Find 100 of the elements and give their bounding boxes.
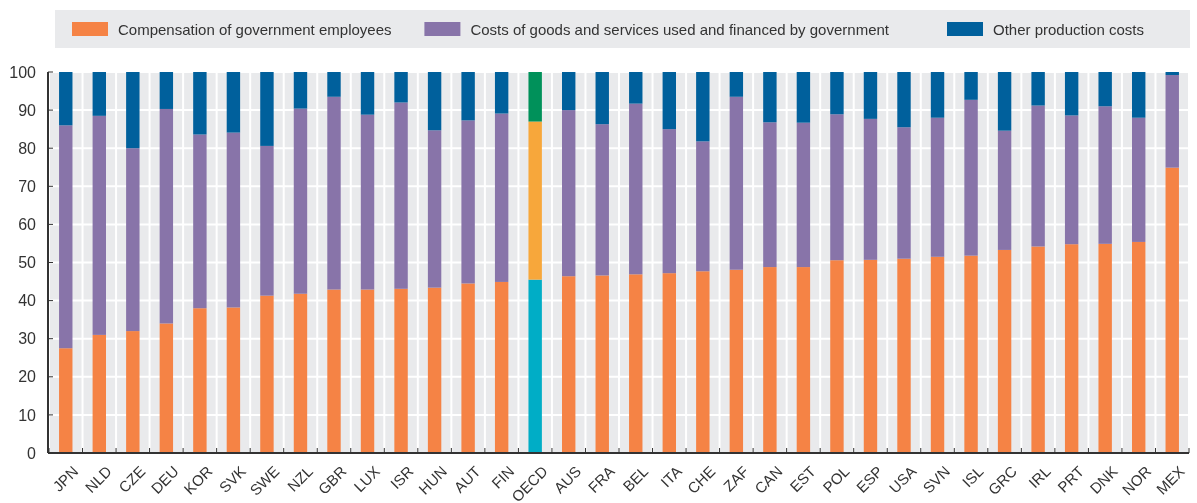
bar <box>662 273 676 453</box>
bar <box>193 134 207 309</box>
x-tick-label: ITA <box>657 462 685 491</box>
bar <box>327 96 341 290</box>
bar <box>1132 117 1146 242</box>
legend-label: Compensation of government employees <box>118 21 392 38</box>
bar <box>863 118 878 260</box>
bar <box>126 72 140 149</box>
bar <box>1064 115 1079 245</box>
bar <box>1165 75 1179 168</box>
bar <box>662 129 676 274</box>
bar <box>1031 246 1045 453</box>
bar <box>930 117 945 257</box>
bar <box>494 113 509 282</box>
bar <box>796 267 811 453</box>
bar <box>763 267 777 453</box>
bar <box>226 132 241 308</box>
bar <box>729 72 744 97</box>
y-tick-label: 10 <box>18 406 37 424</box>
bar <box>226 72 241 133</box>
bar <box>629 274 643 453</box>
bar <box>629 103 643 275</box>
bar <box>360 289 375 453</box>
y-tick-label: 50 <box>18 254 37 272</box>
bar <box>427 130 442 288</box>
bar <box>830 72 844 115</box>
bar <box>696 72 710 142</box>
bar <box>293 108 308 294</box>
bar <box>997 130 1012 250</box>
bar <box>562 276 576 453</box>
bar <box>964 255 978 453</box>
bar <box>595 124 609 276</box>
bar <box>159 108 174 324</box>
bar <box>696 271 710 453</box>
x-tick-label: NZL <box>283 462 317 495</box>
bar <box>394 288 408 453</box>
bar <box>796 122 811 268</box>
bar <box>763 122 777 268</box>
bar <box>394 102 408 289</box>
bar <box>327 289 341 453</box>
bar <box>427 287 442 453</box>
bar <box>1031 72 1045 106</box>
bar <box>763 72 777 123</box>
y-tick-label: 20 <box>18 368 37 386</box>
bar <box>59 348 73 453</box>
bar <box>562 110 576 277</box>
bar <box>830 114 844 261</box>
bar <box>1064 244 1079 453</box>
bar <box>930 72 945 118</box>
bar <box>193 308 207 453</box>
bar <box>92 115 106 335</box>
x-tick-label: ISR <box>386 462 417 493</box>
bar <box>964 99 978 256</box>
bar <box>863 72 878 119</box>
y-tick-label: 70 <box>18 177 37 195</box>
bar <box>528 121 542 280</box>
bar <box>964 72 978 100</box>
bar <box>92 72 106 116</box>
bar <box>796 72 811 123</box>
bar <box>327 72 341 97</box>
bar <box>595 72 609 125</box>
bar <box>260 295 274 453</box>
bar <box>897 127 911 259</box>
bar <box>461 120 475 284</box>
y-tick-label: 100 <box>9 63 37 81</box>
bar <box>59 72 73 126</box>
bar <box>1098 243 1112 453</box>
bar <box>1132 72 1146 118</box>
bar <box>696 141 710 272</box>
bar <box>897 258 911 453</box>
y-tick-label: 80 <box>18 139 37 157</box>
bar <box>293 72 308 109</box>
bar <box>629 72 643 104</box>
bar <box>729 96 744 270</box>
bar <box>494 281 509 453</box>
bar <box>1132 241 1146 453</box>
bar <box>1064 72 1079 116</box>
x-tick-label: IRL <box>1025 462 1054 492</box>
x-tick-label: FRA <box>584 462 618 496</box>
legend-label: Costs of goods and services used and financed by government <box>470 21 890 38</box>
bar <box>997 72 1012 131</box>
bar <box>159 323 174 453</box>
bar <box>427 72 442 131</box>
bar <box>360 114 375 290</box>
x-tick-label: POL <box>819 462 853 496</box>
bar <box>863 259 878 453</box>
y-tick-label: 30 <box>18 330 37 348</box>
bar <box>360 72 375 115</box>
bar <box>830 260 844 453</box>
x-tick-label: USA <box>885 462 920 497</box>
bar <box>193 72 207 135</box>
bar <box>92 334 106 453</box>
y-tick-label: 90 <box>18 101 37 119</box>
bar <box>461 283 475 453</box>
bar <box>394 72 408 103</box>
bar <box>997 249 1012 453</box>
bar <box>226 307 241 453</box>
bar <box>562 72 576 111</box>
y-tick-label: 0 <box>27 444 37 462</box>
bar <box>1098 106 1112 244</box>
